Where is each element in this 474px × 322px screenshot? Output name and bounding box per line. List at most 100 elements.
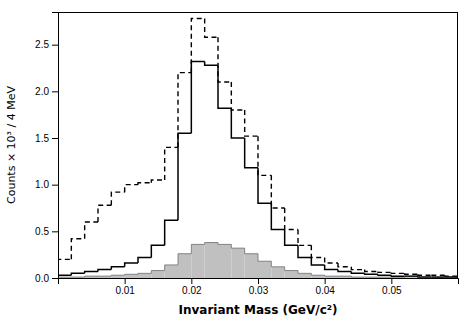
histogram-step [285, 208, 298, 229]
tick: 0.05 [382, 278, 402, 296]
histogram-step [391, 272, 404, 274]
tick: 2.5 [35, 39, 58, 50]
histogram-edge [285, 267, 298, 271]
histogram-step [111, 192, 124, 205]
tick-label: 0.0 [35, 273, 49, 284]
histogram-edge [325, 275, 338, 277]
histogram-bar [98, 276, 111, 278]
histogram-step [151, 245, 164, 257]
histogram-step [71, 239, 84, 260]
tick-mark [325, 278, 326, 284]
histogram-step [298, 245, 311, 257]
tick-mark [52, 231, 58, 232]
histogram-edge [125, 274, 138, 276]
histogram-step [351, 267, 364, 270]
histogram-edge [85, 276, 98, 278]
histogram-step [138, 183, 151, 185]
histogram-step [125, 263, 138, 267]
histogram-bar [58, 277, 71, 278]
histogram-step [378, 271, 391, 273]
histogram-edge [338, 276, 351, 277]
histogram-step [218, 37, 231, 82]
histogram-bar [298, 273, 311, 278]
histogram-bar [271, 267, 284, 278]
histogram-step [445, 275, 458, 278]
axis-line [52, 13, 59, 279]
histogram-step [71, 273, 84, 275]
histogram-step [431, 275, 444, 276]
histogram-step [98, 270, 111, 272]
tick-mark [52, 45, 58, 46]
histogram-bar [365, 277, 378, 278]
histogram-step [351, 271, 364, 273]
histogram-step [85, 222, 98, 239]
histogram-step [218, 65, 231, 108]
tick-label: 0.02 [182, 285, 202, 296]
histogram-step [271, 175, 284, 208]
tick-mark [52, 138, 58, 139]
histogram-edge [231, 244, 244, 248]
histogram-edge [165, 265, 178, 271]
histogram-step [405, 273, 418, 275]
histogram-bar [445, 278, 458, 279]
histogram-step [191, 19, 204, 73]
histogram-bar [431, 278, 444, 279]
histogram-edge [378, 277, 391, 278]
histogram-edge [311, 273, 324, 275]
histogram-bar [325, 276, 338, 278]
histogram-step [191, 61, 204, 133]
histogram-step [338, 263, 351, 267]
histogram-bar [285, 271, 298, 278]
histogram-edge [431, 278, 444, 279]
tick-mark [258, 278, 259, 284]
histogram-step [405, 275, 418, 277]
histogram-edge [298, 271, 311, 274]
histogram-step [418, 274, 431, 276]
histogram-step [98, 205, 111, 222]
histogram-bar [205, 243, 218, 278]
marks [58, 19, 458, 278]
histogram-step [58, 259, 71, 278]
histogram-bar [405, 278, 418, 279]
histogram-step [111, 267, 124, 270]
histogram-edge [178, 254, 191, 265]
histogram-edge [365, 277, 378, 278]
histogram-bar [165, 265, 178, 278]
histogram-step [245, 110, 258, 136]
histogram-step [258, 136, 271, 175]
tick: 0.02 [182, 278, 202, 296]
histogram-edge [445, 278, 458, 279]
series [58, 61, 458, 278]
histogram-step [365, 273, 378, 275]
tick: 0.5 [35, 226, 58, 237]
histogram-bar [85, 276, 98, 278]
histogram-step [311, 257, 324, 264]
histogram-bar [311, 275, 324, 278]
histogram-bar [231, 248, 244, 278]
plot: 0.01 0.02 0.03 0.04 0.05 0.0 0.5 1.0 1.5 2.0 2.5 [35, 12, 458, 296]
tick: 0.01 [115, 278, 135, 296]
histogram-step [165, 147, 178, 180]
histogram-step [165, 220, 178, 245]
histogram-step [258, 168, 271, 203]
tick-mark [52, 91, 58, 92]
tick-mark [191, 278, 192, 284]
tick: 0.0 [35, 273, 58, 284]
histogram-bar [378, 277, 391, 278]
tick-label: 0.04 [315, 285, 335, 296]
histogram-bar [71, 277, 84, 278]
histogram-bar [125, 274, 138, 278]
tick-label: 0.05 [382, 285, 402, 296]
tick-label: 0.03 [249, 285, 269, 296]
histogram-step [338, 270, 351, 272]
histogram-edge [138, 273, 151, 275]
histogram-bar [191, 244, 204, 278]
frame-line [58, 12, 458, 13]
tick-label: 1.0 [35, 179, 49, 190]
histogram-step [205, 61, 218, 65]
tick: 1.5 [35, 133, 58, 144]
x-axis-title: Invariant Mass (GeV/c²) [178, 303, 337, 317]
tick: 2.0 [35, 86, 58, 97]
histogram-step [231, 108, 244, 138]
x-axis: 0.01 0.02 0.03 0.04 0.05 [59, 278, 459, 296]
